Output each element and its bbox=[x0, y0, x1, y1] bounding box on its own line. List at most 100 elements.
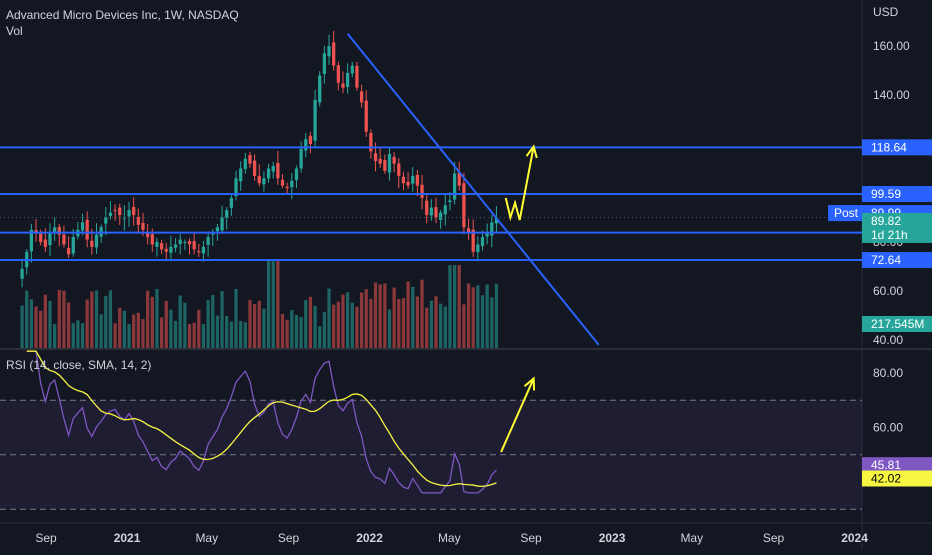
volume-bar bbox=[318, 326, 322, 348]
volume-bar bbox=[457, 265, 461, 348]
volume-bar bbox=[290, 310, 294, 348]
volume-bar bbox=[136, 312, 140, 348]
candle-body bbox=[257, 175, 261, 184]
volume-bar bbox=[248, 299, 252, 348]
volume-bar bbox=[146, 290, 150, 348]
volume-bar bbox=[34, 306, 38, 348]
candle-body bbox=[336, 65, 340, 83]
trendline bbox=[346, 33, 600, 346]
projection-arrow-head bbox=[525, 144, 538, 159]
drawing-layer[interactable] bbox=[0, 33, 862, 346]
candle-body bbox=[439, 212, 443, 220]
candle-body bbox=[43, 239, 47, 247]
volume-bar bbox=[276, 260, 280, 348]
candle-body bbox=[90, 240, 94, 247]
rsi-legend[interactable]: RSI (14, close, SMA, 14, 2) bbox=[6, 358, 152, 372]
candle-body bbox=[192, 241, 196, 250]
price-tick-label: 60.00 bbox=[873, 284, 903, 298]
candle-body bbox=[29, 229, 34, 252]
rsi-ma-line bbox=[26, 350, 497, 488]
volume-bar bbox=[308, 296, 313, 348]
candle-body bbox=[48, 232, 52, 246]
volume-bar bbox=[322, 312, 327, 348]
candle-body bbox=[94, 234, 99, 248]
candle-body bbox=[462, 183, 466, 228]
time-tick-label: May bbox=[195, 531, 218, 545]
candle-body bbox=[397, 163, 401, 176]
rsi-ma-tag-bg bbox=[862, 470, 932, 487]
candle-body bbox=[220, 217, 224, 231]
candle-body bbox=[327, 46, 331, 57]
rsi-projection-arrow-head bbox=[523, 376, 536, 391]
candle-body bbox=[304, 139, 308, 151]
volume-bar bbox=[113, 323, 117, 348]
price-tag-label: 118.64 bbox=[871, 140, 907, 154]
volume-bar bbox=[62, 290, 66, 348]
price-tag-bg bbox=[862, 139, 932, 156]
candle-body bbox=[387, 153, 392, 173]
volume-bar bbox=[57, 289, 61, 348]
candle-body bbox=[471, 229, 475, 252]
volume-bar bbox=[369, 298, 373, 348]
volume-bar bbox=[285, 319, 289, 348]
candle-body bbox=[383, 160, 387, 171]
candle-body bbox=[239, 168, 243, 182]
axis-layer: 40.0060.0080.00100.00120.00140.00160.00U… bbox=[35, 5, 932, 545]
volume-bar bbox=[392, 287, 396, 348]
candle-body bbox=[215, 227, 220, 232]
time-tick-label: Sep bbox=[763, 531, 785, 545]
volume-bar bbox=[280, 313, 285, 348]
candle-body bbox=[443, 205, 447, 215]
candle-body bbox=[494, 217, 499, 224]
volume-bar bbox=[304, 300, 308, 348]
candle-body bbox=[434, 207, 438, 218]
candle-body bbox=[85, 219, 89, 240]
volume-bar bbox=[122, 310, 127, 348]
symbol-title[interactable]: Advanced Micro Devices Inc, 1W, NASDAQ bbox=[6, 8, 239, 22]
candle-body bbox=[420, 184, 424, 198]
volume-bar bbox=[234, 288, 238, 348]
post-tag-label: Post bbox=[834, 206, 859, 220]
candle-body bbox=[359, 91, 364, 103]
rsi-ma-value-label: 42.02 bbox=[871, 471, 901, 485]
volume-bar bbox=[108, 290, 113, 348]
volume-bar bbox=[485, 284, 489, 348]
volume-bar bbox=[211, 295, 215, 348]
candle-body bbox=[476, 244, 480, 253]
candle-layer bbox=[20, 30, 499, 288]
candle-body bbox=[169, 246, 173, 253]
candle-body bbox=[252, 160, 257, 176]
candle-body bbox=[104, 217, 108, 224]
volume-bar bbox=[206, 299, 210, 348]
volume-bar bbox=[239, 320, 243, 348]
volume-bar bbox=[43, 294, 47, 348]
volume-bar bbox=[425, 307, 429, 348]
candle-body bbox=[401, 176, 406, 184]
candle-body bbox=[262, 178, 266, 185]
candle-body bbox=[34, 230, 38, 233]
time-tick-label: Sep bbox=[278, 531, 300, 545]
candle-body bbox=[364, 100, 368, 132]
candle-body bbox=[299, 148, 303, 169]
time-tick-label: 2021 bbox=[114, 531, 141, 545]
last-close-label: 89.82 bbox=[871, 214, 901, 228]
volume-bar bbox=[215, 315, 220, 348]
rsi-projection-arrow bbox=[500, 378, 535, 453]
candle-body bbox=[173, 244, 178, 248]
volume-bar bbox=[443, 306, 447, 348]
volume-legend[interactable]: Vol bbox=[6, 24, 23, 38]
candle-body bbox=[197, 251, 201, 253]
candle-body bbox=[118, 207, 122, 216]
volume-bar bbox=[252, 304, 257, 348]
rsi-layer bbox=[0, 350, 862, 510]
candle-body bbox=[132, 206, 136, 216]
volume-bar bbox=[118, 307, 122, 348]
volume-bar bbox=[127, 324, 131, 348]
volume-bar bbox=[346, 292, 350, 348]
candle-body bbox=[57, 227, 61, 235]
last-close-tag-bg bbox=[862, 212, 932, 243]
candle-body bbox=[448, 200, 452, 203]
volume-bar bbox=[341, 294, 345, 348]
